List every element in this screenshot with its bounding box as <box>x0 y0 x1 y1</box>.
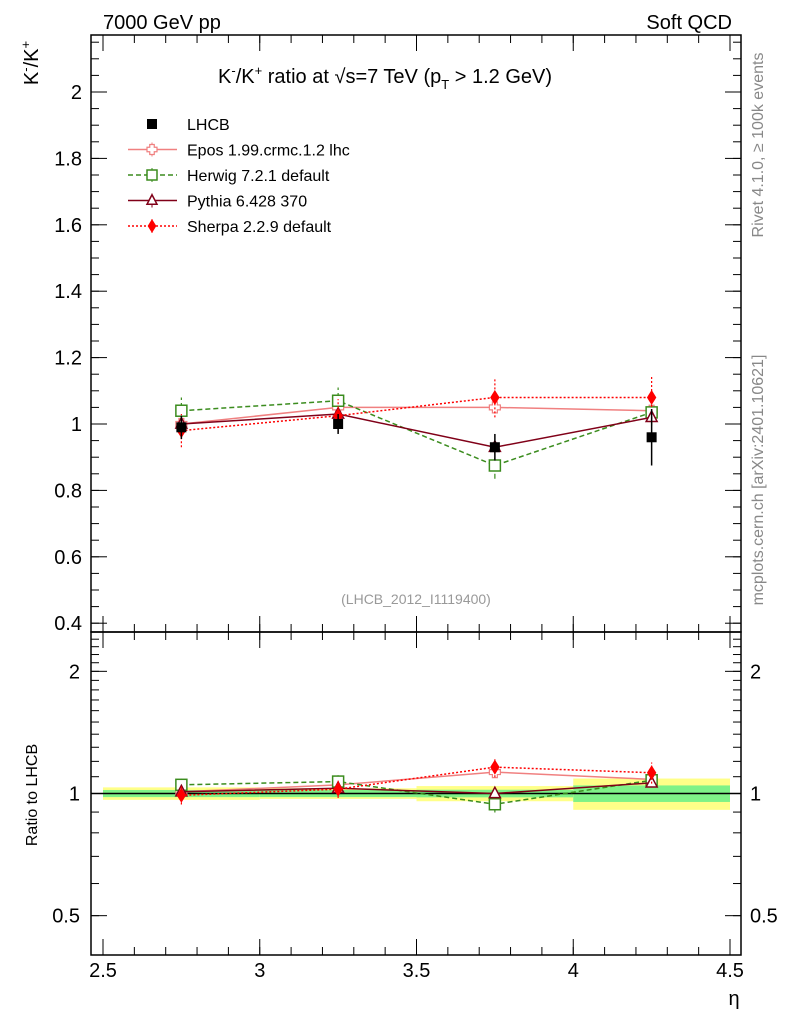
axis-tick-labels: 2.5 3 3.5 4 4.5 0.4 0.6 0.8 1 1.2 1.4 1.6 1.8 2 0.5 0.5… <box>52 82 778 982</box>
title-text: ratio at <box>262 66 334 88</box>
title-k1: K <box>218 66 232 88</box>
pythia-main-line <box>181 413 652 449</box>
ylabel-plus: + <box>18 41 33 49</box>
sherpa-main-line <box>181 396 652 432</box>
legend-herwig-marker <box>146 169 158 181</box>
herwig-main-point <box>331 394 345 408</box>
epos-main-line <box>181 406 652 425</box>
ylabel-minus: - <box>18 67 33 71</box>
x-tick-label: 2.5 <box>89 960 117 982</box>
y-main-tick-label: 0.6 <box>54 547 82 569</box>
legend-sherpa-marker <box>147 219 157 233</box>
legend-pythia-label: Pythia 6.428 370 <box>187 194 307 211</box>
herwig-ratio-point <box>488 797 502 811</box>
rivet-label: Rivet 4.1.0, ≥ 100k events <box>750 53 767 238</box>
x-tick-label: 4 <box>568 960 579 982</box>
title-minus: - <box>231 63 235 78</box>
y-ratio-tick-label: 0.5 <box>52 906 80 928</box>
title-text-2: s=7 TeV (p <box>345 66 441 88</box>
chart-title: K-/K+ ratio at √s=7 TeV (pT > 1.2 GeV) <box>218 63 552 92</box>
y-main-tick-label: 1.6 <box>54 215 82 237</box>
y-ratio-tick-label: 2 <box>69 661 80 683</box>
legend-lhcb-label: LHCB <box>187 117 230 134</box>
x-tick-label: 4.5 <box>716 960 744 982</box>
y-ratio-tick-label-right: 2 <box>750 661 761 683</box>
axis-ticks <box>91 35 741 956</box>
svg-text:K-/K+ ratio at √s=7 TeV (pT >: K-/K+ ratio at √s=7 TeV (pT > 1.2 GeV) <box>218 63 552 92</box>
legend: LHCB Epos 1.99.crmc.1.2 lhc Herwig 7.2.1 d… <box>128 117 350 236</box>
mcplots-label: mcplots.cern.ch [arXiv:2401.10621] <box>750 355 767 606</box>
lhcb-data-point <box>646 432 657 443</box>
legend-epos-label: Epos 1.99.crmc.1.2 lhc <box>187 143 350 160</box>
title-k2: /K <box>236 66 256 88</box>
sherpa-main-point <box>646 389 657 405</box>
title-sqrt: √ <box>334 66 345 88</box>
lhcb-data-point <box>333 419 344 429</box>
sherpa-ratio-point <box>176 787 187 803</box>
ylabel-k2: /K <box>21 48 43 68</box>
header-left: 7000 GeV pp <box>103 12 221 34</box>
herwig-ratio-line <box>181 779 652 806</box>
legend-epos-marker <box>146 143 158 156</box>
title-subscript-t: T <box>441 77 449 92</box>
x-axis-label: η <box>728 988 739 1010</box>
title-plus: + <box>255 63 263 78</box>
lhcb-data-point <box>489 442 500 453</box>
x-tick-label: 3.5 <box>403 960 431 982</box>
legend-lhcb-marker <box>147 119 157 129</box>
y-ratio-tick-label-right: 0.5 <box>750 906 778 928</box>
y-main-tick-label: 1.8 <box>54 148 82 170</box>
main-y-axis-label: K-/K+ <box>18 41 43 85</box>
pythia-ratio-point <box>488 785 502 799</box>
y-main-tick-label: 1.2 <box>54 348 82 370</box>
legend-herwig-label: Herwig 7.2.1 default <box>187 168 330 185</box>
y-main-tick-label: 1.4 <box>54 281 82 303</box>
pythia-ratio-line <box>181 782 652 795</box>
herwig-main-line <box>181 400 652 467</box>
main-data-points <box>176 409 657 466</box>
y-main-tick-label: 1 <box>71 414 82 436</box>
sherpa-ratio-line <box>181 766 652 797</box>
sherpa-ratio-point <box>333 781 343 797</box>
y-ratio-tick-label-right: 1 <box>750 784 761 806</box>
y-ratio-tick-label: 1 <box>69 784 80 806</box>
ratio-y-axis-label: Ratio to LHCB <box>24 744 41 846</box>
sherpa-ratio-point <box>490 759 500 775</box>
x-tick-label: 3 <box>254 960 265 982</box>
y-main-tick-label: 0.8 <box>54 480 82 502</box>
ratio-curves <box>174 757 659 813</box>
legend-sherpa-label: Sherpa 2.2.9 default <box>187 219 332 236</box>
herwig-main-point <box>488 459 502 472</box>
sherpa-ratio-point <box>646 765 657 781</box>
svg-text:K-/K+: K-/K+ <box>18 41 43 85</box>
lhcb-data-point <box>176 422 187 433</box>
title-text-3: > 1.2 GeV) <box>449 66 552 88</box>
ylabel-k1: K <box>21 71 43 85</box>
analysis-label: (LHCB_2012_I1119400) <box>341 591 491 607</box>
y-main-tick-label: 2 <box>71 82 82 104</box>
legend-pythia-marker <box>145 193 159 205</box>
y-main-tick-label: 0.4 <box>54 613 82 635</box>
sherpa-main-point <box>490 389 500 405</box>
main-curves <box>174 375 659 479</box>
epos-ratio-line <box>181 771 652 793</box>
header-right: Soft QCD <box>646 12 732 34</box>
